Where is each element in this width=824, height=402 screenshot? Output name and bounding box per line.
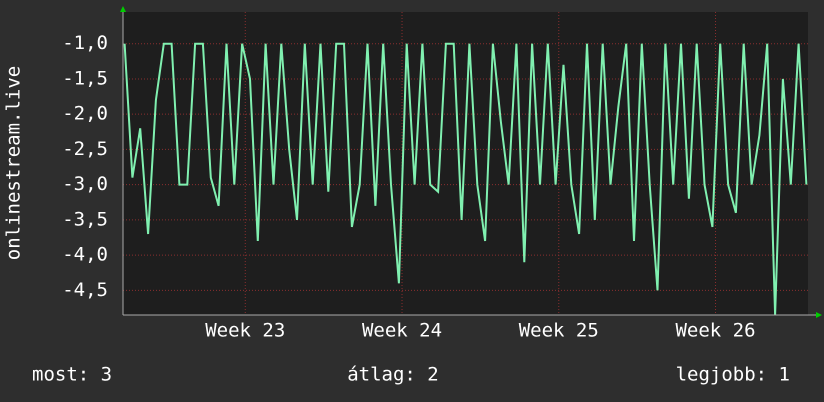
x-arrow <box>816 312 822 318</box>
y-tick-label: -3,0 <box>62 173 108 195</box>
grid <box>123 12 808 315</box>
y-tick-label: -2,5 <box>62 138 108 160</box>
y-tick-label: -4,5 <box>62 279 108 301</box>
y-axis-label: onlinestream.live <box>3 66 25 260</box>
x-tick-label: Week 24 <box>362 320 442 342</box>
y-tick-label: -1,0 <box>62 32 108 54</box>
x-tick-label: Week 25 <box>519 320 599 342</box>
stat-current: most: 3 <box>32 364 112 386</box>
y-tick-label: -1,5 <box>62 67 108 89</box>
x-tick-label: Week 23 <box>205 320 285 342</box>
y-tick-label: -2,0 <box>62 103 108 125</box>
stat-average: átlag: 2 <box>347 364 439 386</box>
y-tick-label: -4,0 <box>62 244 108 266</box>
plot-area <box>123 12 808 315</box>
y-tick-label: -3,5 <box>62 208 108 230</box>
data-line <box>123 42 808 316</box>
plot <box>123 42 808 316</box>
y-arrow <box>120 6 126 12</box>
stat-max: legjobb: 1 <box>676 364 790 386</box>
x-tick-label: Week 26 <box>675 320 755 342</box>
